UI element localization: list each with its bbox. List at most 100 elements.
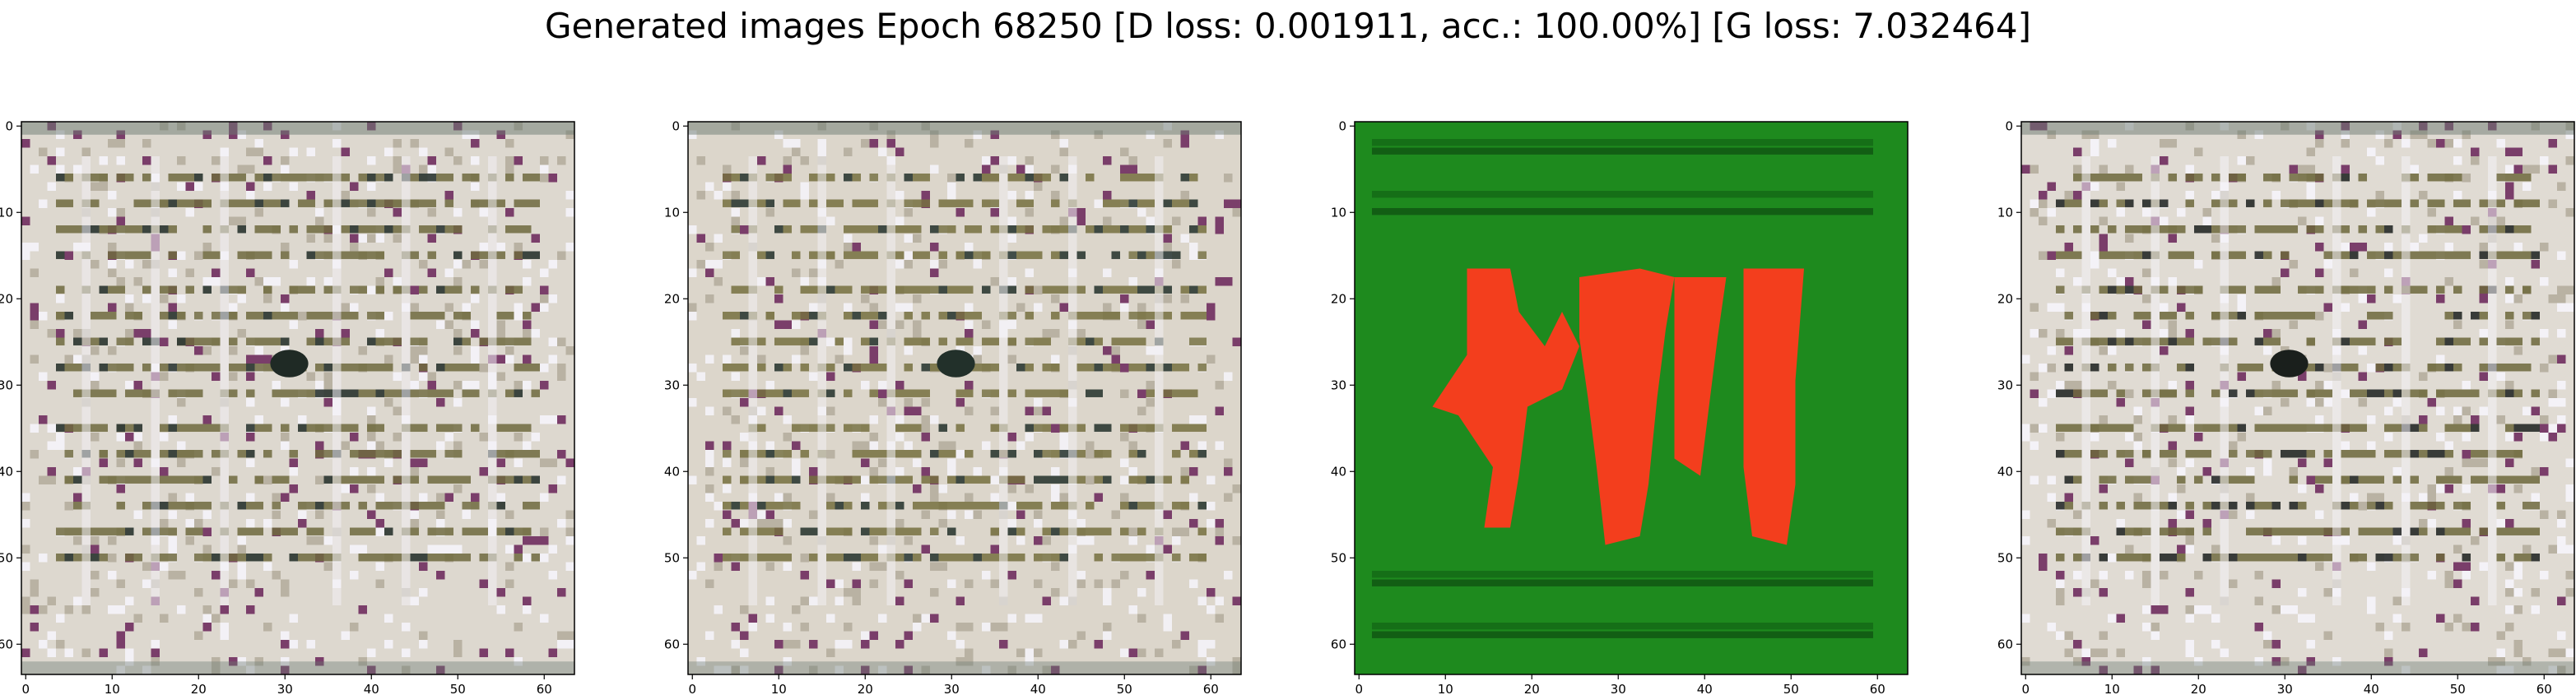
stripe-pixel xyxy=(281,174,290,182)
stripe-pixel xyxy=(116,450,125,458)
pixel xyxy=(1120,493,1129,502)
pixel xyxy=(73,329,82,338)
pixel xyxy=(2151,623,2160,632)
dark-band xyxy=(1372,579,1873,586)
stripe-pixel xyxy=(2237,364,2246,372)
stripe-pixel xyxy=(2427,364,2436,372)
stripe-pixel xyxy=(523,312,532,320)
pixel xyxy=(2142,579,2151,588)
stripe-pixel xyxy=(1103,450,1112,458)
pixel xyxy=(2090,147,2099,156)
stripe-pixel xyxy=(973,502,982,510)
pixel xyxy=(142,562,151,571)
stripe-pixel xyxy=(91,174,100,182)
stripe-pixel xyxy=(1007,450,1016,458)
pixel xyxy=(73,243,82,252)
pixel xyxy=(185,536,194,545)
stripe-pixel xyxy=(2496,450,2505,458)
pixel xyxy=(2073,657,2082,666)
pixel xyxy=(315,536,324,545)
pixel xyxy=(56,441,65,450)
pixel xyxy=(2392,467,2402,476)
pixel xyxy=(869,139,878,148)
stripe-pixel xyxy=(731,225,740,234)
stripe-pixel xyxy=(1146,389,1155,397)
stripe-pixel xyxy=(2202,554,2211,562)
stripe-pixel xyxy=(56,337,65,345)
pixel xyxy=(2419,191,2428,200)
pixel xyxy=(852,596,861,605)
pixel xyxy=(548,354,557,364)
pixel xyxy=(384,147,393,156)
stripe-pixel xyxy=(2375,225,2384,234)
pixel xyxy=(982,571,991,580)
stripe-pixel xyxy=(2064,475,2073,484)
stripe-pixel xyxy=(125,527,134,535)
stripe-pixel xyxy=(1146,251,1155,259)
stripe-pixel xyxy=(2410,251,2419,259)
pixel xyxy=(505,544,514,554)
pixel xyxy=(99,458,108,467)
pixel xyxy=(1059,147,1068,156)
stripe-pixel xyxy=(757,475,766,484)
stripe-pixel xyxy=(229,312,238,320)
pixel xyxy=(315,510,324,519)
pixel xyxy=(384,268,393,277)
pixel xyxy=(2142,657,2151,666)
stripe-pixel xyxy=(1128,199,1137,207)
pixel xyxy=(2056,596,2065,605)
pixel xyxy=(861,640,870,649)
stripe-pixel xyxy=(826,364,835,372)
stripe-pixel xyxy=(2142,312,2151,320)
stripe-pixel xyxy=(1051,475,1060,484)
pixel xyxy=(2350,268,2359,277)
pixel xyxy=(2453,191,2462,200)
stripe-pixel xyxy=(323,364,332,372)
stripe-pixel xyxy=(2125,285,2134,294)
pixel xyxy=(315,216,324,225)
pixel xyxy=(731,191,740,200)
stripe-pixel xyxy=(930,364,939,372)
stripe-pixel xyxy=(2375,251,2384,259)
pixel xyxy=(2453,544,2462,554)
stripe-pixel xyxy=(1076,312,1086,320)
pixel xyxy=(177,398,186,407)
stripe-pixel xyxy=(298,554,307,562)
stripe-pixel xyxy=(194,389,203,397)
pixel xyxy=(774,640,783,649)
pixel xyxy=(246,372,255,381)
pixel xyxy=(367,182,376,191)
stripe-pixel xyxy=(444,225,453,234)
pixel xyxy=(323,234,332,243)
pixel xyxy=(705,406,714,415)
stripe-pixel xyxy=(2341,337,2350,345)
stripe-pixel xyxy=(2160,502,2169,510)
pixel xyxy=(1120,303,1129,312)
stripe-pixel xyxy=(2237,312,2246,320)
stripe-pixel xyxy=(938,502,947,510)
stripe-pixel xyxy=(323,174,332,182)
stripe-pixel xyxy=(2168,251,2177,259)
stripe-pixel xyxy=(375,475,384,484)
stripe-pixel xyxy=(367,225,376,234)
pixel xyxy=(2073,510,2082,519)
stripe-pixel xyxy=(73,475,82,484)
pixel xyxy=(783,657,792,666)
stripe-pixel xyxy=(237,285,246,294)
stripe-pixel xyxy=(2531,251,2540,259)
pixel xyxy=(402,648,411,657)
stripe-pixel xyxy=(1025,424,1034,432)
pixel xyxy=(973,260,982,269)
stripe-pixel xyxy=(419,312,428,320)
stripe-pixel xyxy=(2444,337,2453,345)
pixel xyxy=(2444,484,2453,493)
pixel xyxy=(1120,364,1129,373)
stripe-pixel xyxy=(2125,174,2134,182)
light-bar xyxy=(886,156,895,605)
pixel xyxy=(930,164,939,174)
stripe-pixel xyxy=(765,502,774,510)
stripe-pixel xyxy=(306,389,315,397)
stripe-pixel xyxy=(246,424,255,432)
stripe-pixel xyxy=(2194,285,2203,294)
pixel xyxy=(714,562,723,571)
